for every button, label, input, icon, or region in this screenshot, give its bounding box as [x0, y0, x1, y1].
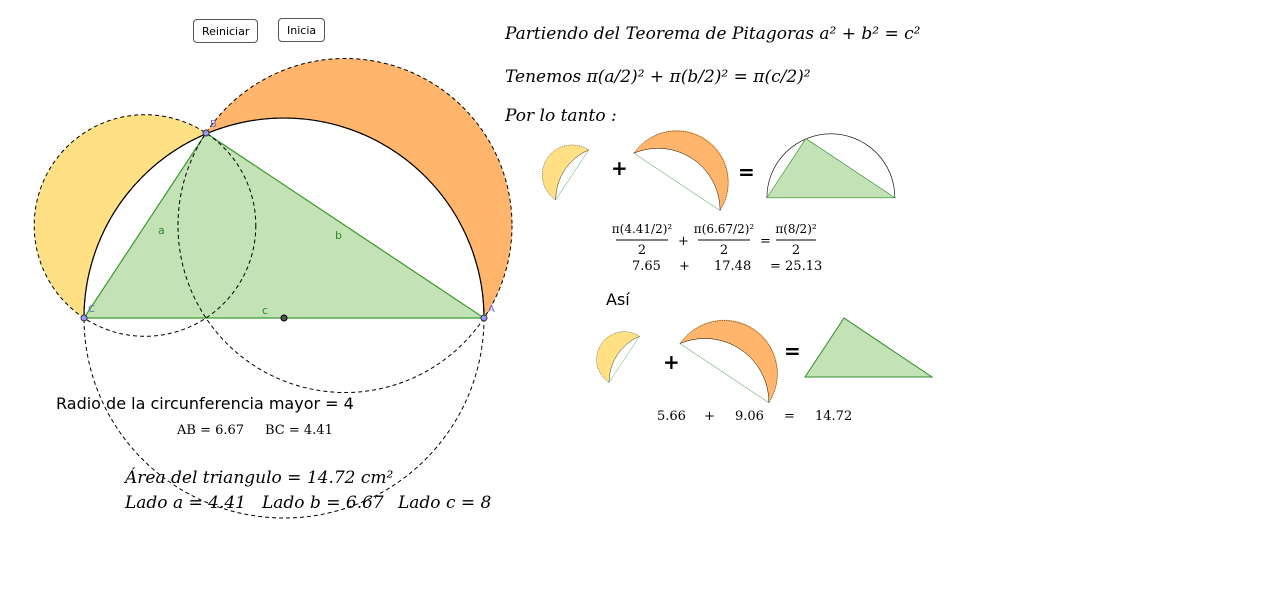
shape: [766, 133, 896, 199]
side-label: a: [158, 224, 165, 237]
vertex-label: B: [210, 119, 217, 130]
side-label: c: [262, 304, 268, 317]
side-c: Lado c = 8: [397, 493, 492, 513]
lune-sum-row: 5.66 + 9.06 = 14.72: [657, 409, 852, 424]
asi-label: Así: [606, 290, 630, 309]
side-label: b: [335, 229, 342, 242]
numerator: π(8/2)²: [775, 222, 817, 236]
vertex-labels: A B C: [88, 119, 495, 315]
ab-text: AB = 6.67: [176, 423, 244, 438]
radius-text: Radio de la circunferencia mayor = 4: [56, 394, 354, 413]
shape: [804, 317, 934, 378]
shape: +: [611, 156, 628, 180]
sum-value: 9.06: [735, 409, 764, 424]
theorem-line: Partiendo del Teorema de Pitagoras a² + …: [504, 24, 921, 44]
start-button[interactable]: Inicia: [278, 18, 326, 42]
sum-value: 14.72: [815, 409, 852, 424]
sum-value: 7.65: [632, 259, 661, 274]
bc-text: BC = 4.41: [265, 423, 333, 438]
shape: [80, 314, 88, 322]
main-figure: [33, 58, 513, 519]
shape: [202, 129, 210, 137]
therefore-line: Por lo tanto :: [504, 106, 617, 126]
vertex-label: A: [488, 304, 495, 315]
sum-op: +: [704, 409, 715, 424]
mini-figures: + = + =: [542, 130, 934, 426]
sum-op: =: [784, 409, 795, 424]
shape: [542, 145, 602, 205]
shape: =: [738, 160, 755, 184]
sum-value: 5.66: [657, 409, 686, 424]
shape: [33, 114, 257, 337]
numerator: π(6.67/2)²: [694, 222, 755, 236]
side-a: Lado a = 4.41: [124, 493, 246, 513]
side-labels: a b c: [158, 224, 342, 317]
numerator: π(4.41/2)²: [612, 222, 673, 236]
sum-op: +: [679, 259, 690, 274]
denominator: 2: [720, 243, 728, 258]
vertex-label: C: [88, 304, 95, 315]
shape: [177, 58, 513, 393]
area-text: Área del triangulo = 14.72 cm²: [123, 467, 394, 488]
shape: =: [760, 234, 771, 249]
shape: [83, 117, 485, 319]
sum-value: 17.48: [714, 259, 751, 274]
denominator: 2: [638, 243, 646, 258]
shape: [480, 314, 488, 322]
reset-button[interactable]: Reiniciar: [193, 19, 259, 43]
shape: =: [784, 339, 801, 363]
denominator: 2: [792, 243, 800, 258]
fraction-row: π(4.41/2)² 2 + π(6.67/2)² 2 = π(8/2)² 2 …: [612, 222, 822, 274]
shape: +: [678, 234, 689, 249]
sum-value: = 25.13: [770, 259, 822, 274]
shape: [597, 332, 652, 387]
side-b: Lado b = 6.67: [261, 493, 384, 513]
shape: +: [663, 350, 680, 374]
shape: [280, 314, 288, 322]
shape: [625, 130, 729, 234]
areas-line: Tenemos π(a/2)² + π(b/2)² = π(c/2)²: [505, 67, 811, 87]
